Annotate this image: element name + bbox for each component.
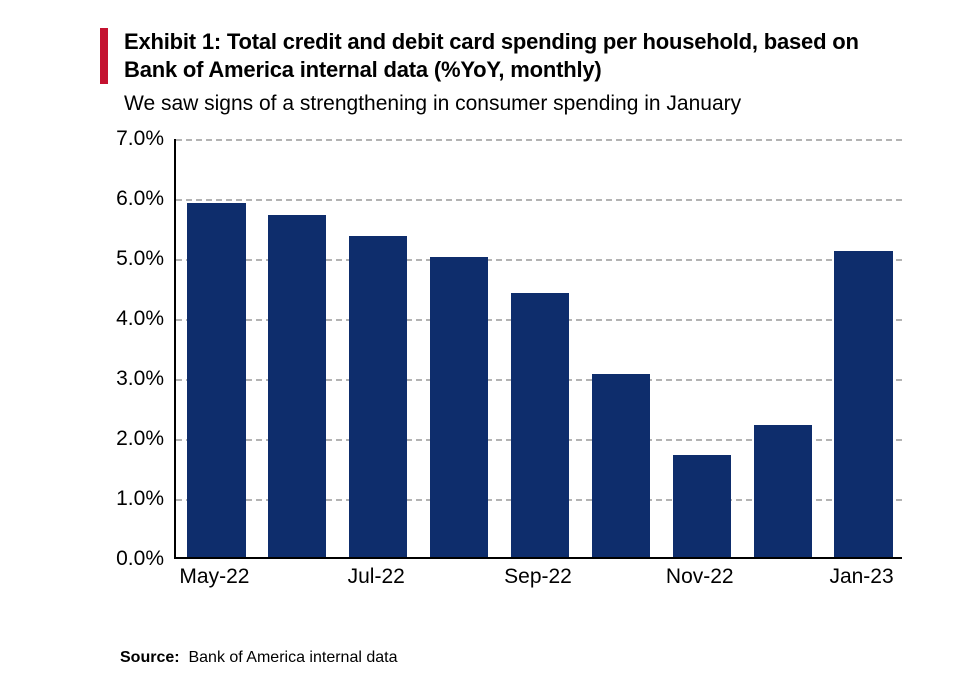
bar: [834, 251, 892, 557]
x-tick-label: Jan-23: [829, 565, 893, 589]
y-tick-label: 0.0%: [116, 547, 164, 571]
title-block: Exhibit 1: Total credit and debit card s…: [124, 28, 904, 83]
bar: [511, 293, 569, 557]
bar: [187, 203, 245, 557]
y-tick-label: 4.0%: [116, 307, 164, 331]
bar: [592, 374, 650, 557]
x-tick-label: Sep-22: [504, 565, 572, 589]
bar: [268, 215, 326, 557]
y-axis-labels: 0.0%1.0%2.0%3.0%4.0%5.0%6.0%7.0%: [82, 139, 174, 559]
accent-bar: [100, 28, 108, 84]
source-value: Bank of America internal data: [188, 649, 397, 666]
exhibit-title: Exhibit 1: Total credit and debit card s…: [124, 28, 904, 83]
bar: [430, 257, 488, 557]
grid-line: [176, 139, 902, 141]
y-tick-label: 1.0%: [116, 487, 164, 511]
bar: [673, 455, 731, 557]
bar: [349, 236, 407, 557]
x-axis-labels: May-22 Jul-22 Sep-22 Nov-22 Jan-23: [174, 563, 902, 599]
y-tick-label: 5.0%: [116, 247, 164, 271]
plot-area: [174, 139, 902, 559]
x-tick-label: May-22: [179, 565, 249, 589]
source-label: Source:: [120, 649, 180, 666]
exhibit-subtitle: We saw signs of a strengthening in consu…: [124, 90, 904, 117]
y-tick-label: 6.0%: [116, 187, 164, 211]
x-tick-label: Nov-22: [666, 565, 734, 589]
y-tick-label: 2.0%: [116, 427, 164, 451]
y-tick-label: 3.0%: [116, 367, 164, 391]
exhibit-page: Exhibit 1: Total credit and debit card s…: [0, 0, 960, 693]
source-line: Source: Bank of America internal data: [120, 649, 398, 667]
x-tick-label: Jul-22: [348, 565, 405, 589]
y-tick-label: 7.0%: [116, 127, 164, 151]
header: Exhibit 1: Total credit and debit card s…: [100, 28, 904, 84]
bar-chart: 0.0%1.0%2.0%3.0%4.0%5.0%6.0%7.0% May-22J…: [82, 139, 902, 599]
bar: [754, 425, 812, 557]
grid-line: [176, 199, 902, 201]
